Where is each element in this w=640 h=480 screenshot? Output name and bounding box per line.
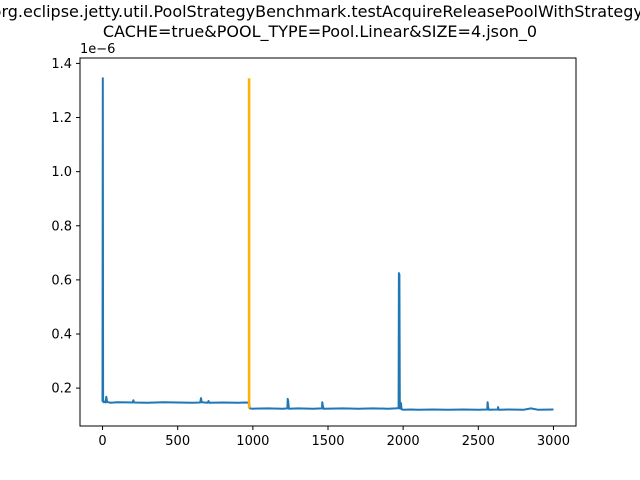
chart-title-line-2: CACHE=true&POOL_TYPE=Pool.Linear&SIZE=4.… bbox=[103, 22, 537, 42]
x-tick-label: 0 bbox=[98, 434, 106, 449]
y-tick-label: 0.2 bbox=[51, 382, 72, 397]
chart-title-line-1: org.eclipse.jetty.util.PoolStrategyBench… bbox=[0, 2, 640, 21]
x-tick-label: 1500 bbox=[311, 434, 344, 449]
y-tick-label: 1.4 bbox=[51, 57, 72, 72]
x-axis: 0 500 1000 1500 2000 2500 3000 bbox=[98, 426, 570, 449]
y-tick-label: 1.2 bbox=[51, 111, 72, 126]
x-tick-label: 2000 bbox=[387, 434, 420, 449]
y-offset-label: 1e−6 bbox=[80, 42, 115, 57]
y-tick-label: 1.0 bbox=[51, 165, 72, 180]
y-tick-label: 0.8 bbox=[51, 219, 72, 234]
x-tick-label: 1000 bbox=[236, 434, 269, 449]
axes-frame bbox=[79, 57, 577, 427]
x-tick-label: 2500 bbox=[462, 434, 495, 449]
series-line-0 bbox=[101, 77, 554, 411]
y-tick-label: 0.6 bbox=[51, 273, 72, 288]
x-tick-label: 3000 bbox=[537, 434, 570, 449]
y-axis: 0.2 0.4 0.6 0.8 1.0 1.2 1.4 bbox=[51, 57, 80, 397]
x-tick-label: 500 bbox=[165, 434, 190, 449]
y-tick-label: 0.4 bbox=[51, 328, 72, 343]
plot-area bbox=[101, 77, 554, 411]
